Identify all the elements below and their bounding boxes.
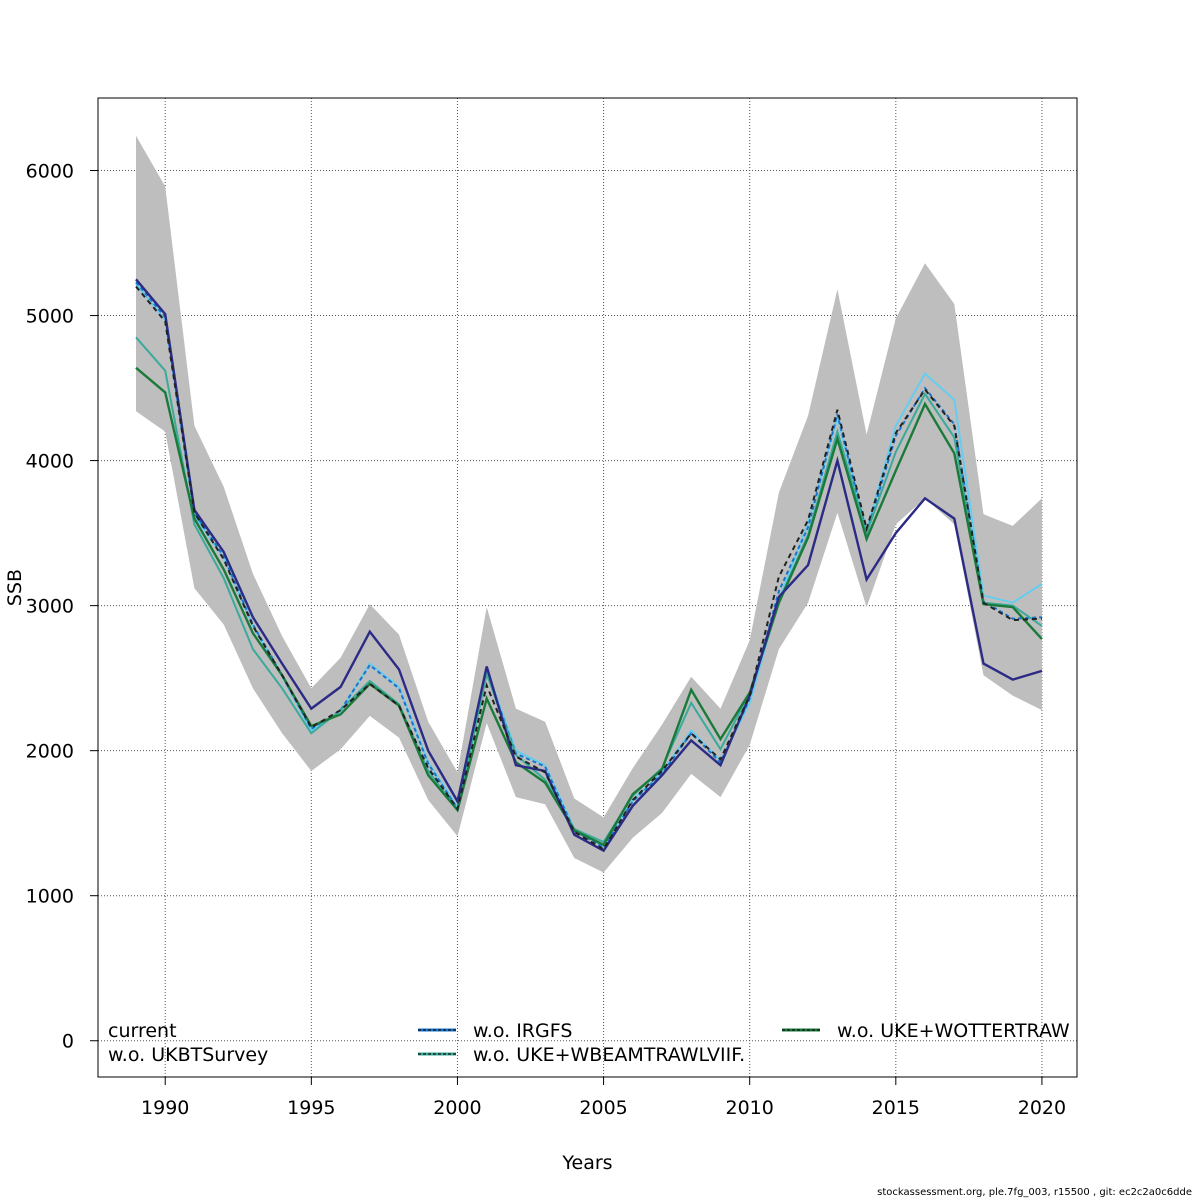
y-tick-label: 1000	[26, 886, 74, 908]
legend-entry: w.o. UKBTSurvey	[108, 1044, 268, 1066]
legend-entry: current	[108, 1020, 177, 1042]
x-tick-label: 2010	[726, 1097, 774, 1119]
y-tick-label: 5000	[26, 306, 74, 328]
y-tick-label: 4000	[26, 451, 74, 473]
y-tick-label: 3000	[26, 596, 74, 618]
series-line-2	[135, 281, 1042, 850]
series-lines	[135, 278, 1043, 853]
series-line-dashed	[135, 285, 1042, 851]
legend-entry: w.o. UKE+WOTTERTRAW	[837, 1020, 1070, 1042]
x-tick-label: 2020	[1018, 1097, 1066, 1119]
series-line-0	[135, 278, 1043, 853]
x-axis: 1990 1995 2000 2005 2010 2015 2020	[141, 1077, 1066, 1119]
y-axis-label: SSB	[4, 569, 26, 606]
plot-frame	[97, 97, 1078, 1078]
x-tick-label: 2015	[872, 1097, 920, 1119]
series-line-3	[135, 336, 1043, 844]
confidence-band	[136, 135, 1042, 873]
x-tick-label: 1995	[287, 1097, 335, 1119]
footer-note: stockassessment.org, ple.7fg_003, r15500…	[877, 1187, 1192, 1198]
x-axis-label: Years	[561, 1152, 612, 1174]
grid-lines	[98, 98, 1077, 1077]
legend-entry: w.o. IRGFS	[473, 1020, 572, 1042]
confidence-band-area	[136, 135, 1042, 873]
y-tick-label: 6000	[26, 161, 74, 183]
y-tick-label: 0	[62, 1031, 74, 1053]
legend-entry: w.o. UKE+WBEAMTRAWLVIIF.	[473, 1044, 745, 1066]
y-axis: 0 1000 2000 3000 4000 5000 6000	[26, 161, 98, 1053]
x-tick-label: 2000	[433, 1097, 481, 1119]
y-tick-label: 2000	[26, 741, 74, 763]
x-tick-label: 1990	[141, 1097, 189, 1119]
x-tick-label: 2005	[579, 1097, 627, 1119]
